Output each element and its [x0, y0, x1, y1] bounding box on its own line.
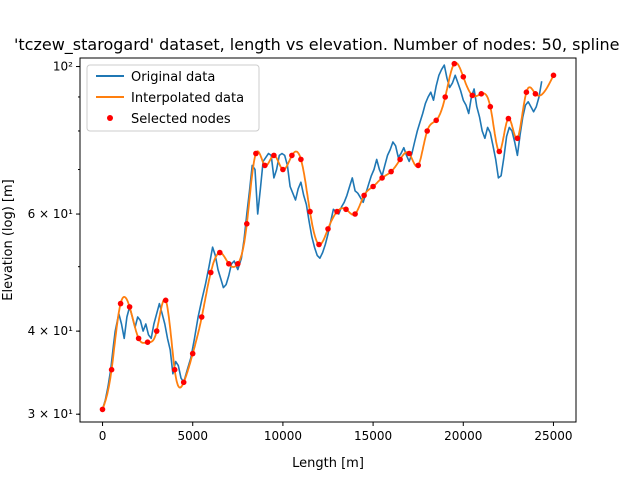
x-tick-label: 5000	[177, 429, 208, 443]
selected-node-point	[180, 379, 187, 386]
selected-node-point	[162, 297, 169, 304]
selected-node-point	[226, 261, 232, 267]
selected-node-point	[406, 150, 413, 157]
selected-node-point	[505, 115, 512, 122]
selected-node-point	[307, 208, 313, 215]
selected-node-point	[189, 350, 196, 357]
selected-node-point	[99, 406, 106, 413]
selected-node-point	[217, 249, 223, 256]
selected-node-point	[144, 339, 151, 346]
selected-node-point	[523, 89, 530, 95]
selected-node-point	[397, 156, 403, 163]
selected-node-point	[442, 94, 449, 100]
x-tick-label: 15000	[354, 429, 392, 443]
legend-label-interpolated: Interpolated data	[131, 91, 244, 106]
selected-node-point	[117, 300, 124, 307]
selected-node-point	[433, 117, 440, 124]
selected-node-point	[361, 192, 367, 199]
selected-node-point	[280, 166, 286, 173]
selected-node-point	[388, 168, 394, 175]
selected-node-point	[469, 92, 476, 99]
selected-node-point	[316, 241, 322, 248]
x-axis: 0 5000 10000 15000 20000 25000	[99, 422, 573, 443]
legend-label-original: Original data	[131, 70, 215, 85]
selected-node-point	[514, 135, 521, 142]
y-tick-label: 6 × 10¹	[28, 207, 74, 221]
selected-node-point	[253, 150, 259, 157]
plot-frame	[79, 57, 577, 423]
selected-node-point	[496, 148, 503, 155]
selected-node-point	[487, 103, 494, 110]
selected-node-point	[171, 366, 178, 373]
selected-node-point	[415, 162, 422, 169]
x-tick-label: 20000	[444, 429, 482, 443]
selected-node-point	[325, 226, 331, 232]
legend-box	[86, 64, 260, 132]
selected-node-point	[135, 335, 142, 342]
selected-node-point	[379, 175, 385, 181]
series-layer	[99, 60, 557, 413]
selected-node-point	[460, 74, 467, 80]
selected-node-point	[262, 162, 268, 169]
selected-node-point	[370, 183, 376, 190]
legend: Original data Interpolated data Selected…	[86, 64, 260, 132]
y-axis-label: Elevation (log) [m]	[1, 179, 16, 300]
selected-node-point	[550, 72, 557, 79]
y-tick-label: 3 × 10¹	[28, 407, 74, 421]
selected-node-point	[343, 206, 349, 213]
selected-node-point	[532, 91, 539, 97]
y-tick-label: 4 × 10¹	[28, 324, 74, 338]
selected-node-point	[451, 60, 458, 67]
y-tick-label: 10²	[53, 60, 73, 74]
x-tick-label: 10000	[264, 429, 302, 443]
legend-label-nodes: Selected nodes	[131, 112, 231, 127]
x-tick-label: 25000	[534, 429, 572, 443]
x-tick-label: 0	[99, 429, 107, 443]
chart-title: 'tczew_starogard' dataset, length vs ele…	[14, 35, 620, 55]
selected-node-point	[126, 304, 133, 310]
selected-node-point	[235, 261, 241, 267]
selected-node-point	[108, 366, 115, 373]
selected-node-point	[153, 328, 160, 334]
selected-node-point	[298, 156, 304, 163]
selected-node-point	[198, 314, 205, 320]
selected-node-point	[424, 128, 431, 134]
y-axis: 3 × 10¹ 4 × 10¹ 6 × 10¹ 10²	[28, 60, 80, 421]
selected-node-point	[244, 221, 250, 227]
selected-node-point	[289, 152, 295, 159]
selected-node-point	[334, 208, 340, 215]
legend-swatch-nodes	[107, 115, 113, 121]
selected-node-point	[271, 152, 277, 159]
selected-node-point	[352, 211, 358, 217]
selected-node-point	[208, 269, 214, 276]
selected-node-point	[478, 91, 485, 97]
plot-area: 0 5000 10000 15000 20000 25000 3 × 10¹ 4 × 10¹…	[28, 57, 577, 443]
x-axis-label: Length [m]	[292, 456, 364, 471]
